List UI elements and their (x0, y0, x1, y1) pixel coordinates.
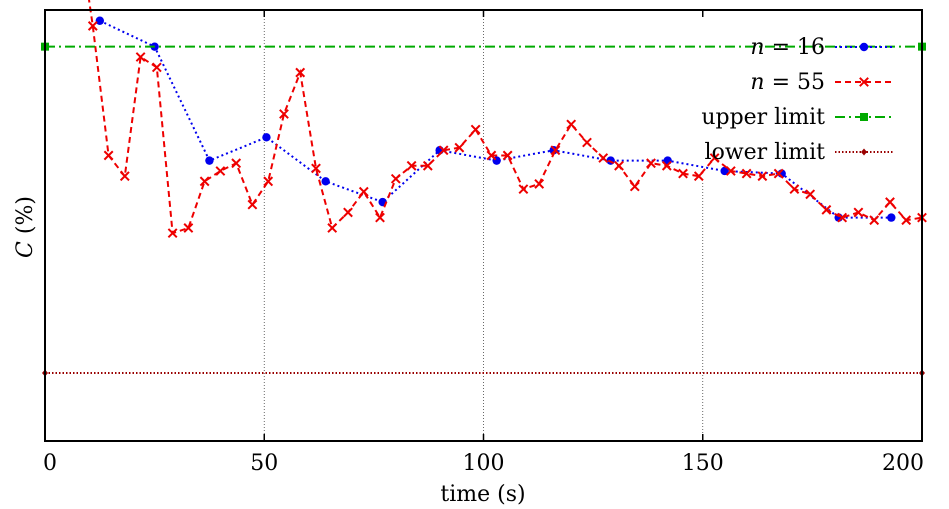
y-axis-label-symbol: C (13, 241, 38, 258)
legend-entry-2: upper limit (701, 105, 893, 130)
data-point-1-23 (422, 160, 433, 171)
data-point-0-11 (720, 166, 729, 176)
data-point-1-7 (167, 228, 178, 239)
data-point-1-9 (199, 176, 210, 187)
data-point-1-45 (773, 168, 784, 179)
x-tick-label-150: 150 (682, 451, 724, 476)
legend-label-3: lower limit (705, 140, 826, 165)
data-point-1-20 (375, 212, 385, 223)
data-point-1-37 (646, 158, 656, 169)
data-point-1-46 (789, 184, 800, 195)
legend-swatch-marker-1 (859, 77, 869, 87)
data-point-1-13 (263, 176, 274, 187)
legend-swatch-marker-2 (860, 113, 868, 121)
series-layer (41, 0, 927, 377)
data-point-1-35 (614, 160, 624, 171)
data-point-1-6 (151, 62, 162, 73)
x-tick-label-100: 100 (463, 451, 505, 476)
data-point-0-4 (321, 177, 330, 186)
x-tick-label-50: 50 (250, 451, 278, 476)
data-point-1-53 (901, 215, 912, 226)
data-point-1-19 (358, 186, 369, 197)
data-point-1-26 (470, 124, 481, 135)
legend-label-var-0: n (750, 35, 764, 60)
data-point-1-47 (805, 189, 816, 200)
data-point-1-10 (215, 166, 226, 176)
data-point-1-27 (486, 150, 497, 161)
data-point-1-29 (518, 184, 529, 195)
data-point-1-33 (582, 137, 592, 148)
data-point-0-2 (205, 156, 214, 165)
legend-entry-1: n = 55 (750, 70, 893, 95)
data-point-1-38 (661, 160, 672, 171)
data-point-1-31 (550, 145, 561, 156)
data-point-1-5 (135, 52, 146, 62)
data-point-1-49 (837, 212, 848, 223)
data-point-1-21 (390, 173, 401, 184)
data-point-1-41 (709, 153, 720, 163)
legend-swatch-marker-0 (859, 42, 869, 52)
data-point-1-25 (454, 142, 465, 153)
data-point-1-16 (311, 163, 321, 174)
y-axis-label-unit: (%) (13, 196, 38, 241)
data-point-1-12 (247, 199, 258, 210)
data-point-1-15 (295, 67, 306, 78)
legend-entry-3: lower limit (705, 140, 893, 165)
data-point-1-40 (693, 171, 704, 182)
data-point-1-34 (598, 153, 609, 163)
legend-entry-0: n = 16 (750, 35, 893, 60)
data-point-1-50 (853, 207, 864, 218)
data-point-1-42 (725, 166, 736, 176)
data-point-1-14 (279, 109, 289, 119)
legend-label-0: n = 16 (750, 35, 825, 60)
data-point-0-3 (262, 133, 271, 142)
legend-swatch-marker-3 (861, 148, 867, 156)
grid-lines (263, 10, 704, 441)
x-tick-label-0: 0 (43, 451, 57, 476)
data-point-1-32 (566, 119, 577, 130)
legend-label-var-1: n (750, 70, 764, 95)
series-line-0 (99, 19, 892, 219)
data-point-1-48 (821, 204, 832, 215)
x-tick-label-200: 200 (882, 451, 924, 476)
data-point-0-8 (549, 146, 558, 155)
data-point-1-3 (103, 150, 114, 161)
data-point-1-52 (885, 197, 895, 207)
legend-label-value-0: = 16 (765, 35, 825, 60)
x-axis: 0 50 100 150 200 (43, 10, 924, 476)
data-point-1-24 (438, 145, 449, 156)
data-point-1-30 (534, 179, 545, 189)
data-point-1-18 (343, 207, 353, 218)
legend-label-value-1: = 55 (765, 70, 825, 95)
data-point-1-11 (231, 158, 242, 169)
data-point-1-2 (87, 21, 98, 31)
data-point-1-8 (183, 223, 194, 233)
data-point-1-44 (757, 171, 768, 182)
data-point-0-14 (887, 213, 896, 222)
data-point-1-39 (678, 168, 688, 179)
series-n-55 (87, 0, 927, 239)
data-point-1-4 (119, 171, 130, 182)
legend-label-1: n = 55 (750, 70, 825, 95)
data-point-1-51 (869, 215, 880, 226)
data-point-0-0 (95, 16, 105, 25)
data-point-1-28 (502, 150, 513, 161)
data-point-1-17 (327, 223, 338, 233)
data-point-1-43 (741, 168, 752, 179)
data-point-1-22 (406, 160, 417, 171)
data-point-1-36 (629, 181, 640, 192)
legend-label-2: upper limit (701, 105, 825, 130)
y-axis-label: C (%) (13, 196, 38, 258)
x-axis-label: time (s) (440, 482, 525, 507)
